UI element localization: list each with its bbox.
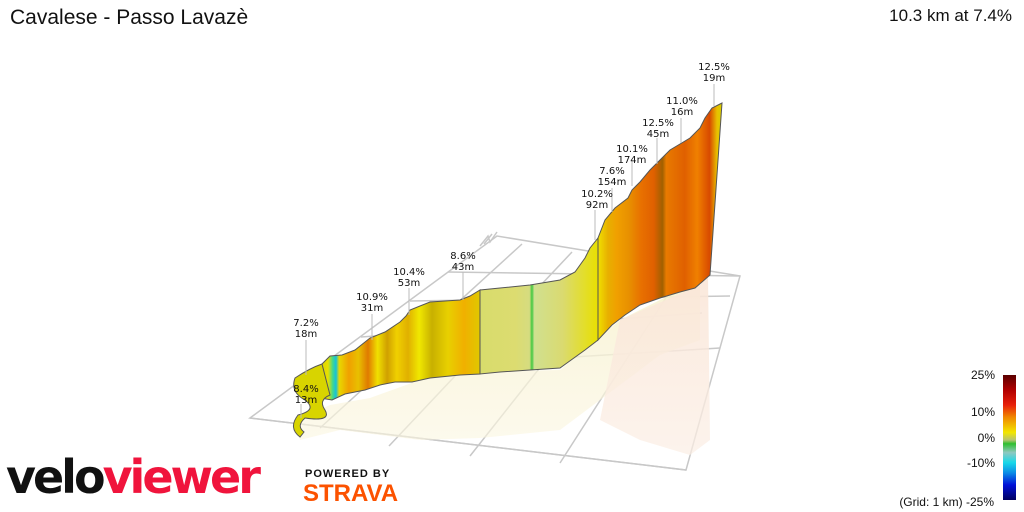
profile-shadow [295,280,700,440]
grid-scale-note: (Grid: 1 km) -25% [899,495,994,509]
gradient-color-scale [1003,375,1016,500]
legend-tick-minus10: -10% [966,456,995,470]
strava-logo[interactable]: STRAVA [303,480,399,507]
segment-title: Cavalese - Passo Lavazè [10,6,249,29]
annotation-2-length: 18m [295,329,317,340]
legend-tick-10: 10% [970,405,995,419]
annotation-5-grade: 8.6% [450,251,475,262]
annotation-4-length: 53m [398,278,420,289]
annotation-9-grade: 12.5% [642,118,674,129]
annotation-11-length: 19m [703,73,725,84]
annotation-3-length: 31m [361,303,383,314]
annotation-7-length: 154m [598,177,627,188]
annotation-4-grade: 10.4% [393,267,425,278]
annotation-6-grade: 10.2% [581,189,613,200]
annotation-7-grade: 7.6% [599,166,624,177]
annotation-1-length: 13m [295,395,317,406]
annotation-3-grade: 10.9% [356,292,388,303]
profile-wall-right [597,102,723,342]
annotation-8-length: 174m [618,155,647,166]
veloviewer-logo[interactable]: veloviewer [6,450,261,504]
annotation-10-grade: 11.0% [666,96,698,107]
north-arrow-icon [479,231,498,247]
segment-summary: 10.3 km at 7.4% [889,6,1012,25]
annotation-5-length: 43m [452,262,474,273]
annotation-9-length: 45m [647,129,669,140]
powered-by-label: POWERED BY [305,468,391,480]
legend-tick-0: 0% [977,431,995,445]
profile-wall-start [293,363,331,438]
legend-tick-25: 25% [970,368,995,382]
annotation-11-grade: 12.5% [698,62,730,73]
annotation-10-length: 16m [671,107,693,118]
annotation-1-grade: 8.4% [293,384,318,395]
profile-wall-middle [479,236,599,375]
profile-wall-left [319,289,481,401]
gradient-annotations: 8.4% 13m 7.2% 18m 10.9% 31m 10.4% 53m 8.… [293,62,730,406]
annotation-6-length: 92m [586,200,608,211]
annotation-2-grade: 7.2% [293,318,318,329]
annotation-8-grade: 10.1% [616,144,648,155]
